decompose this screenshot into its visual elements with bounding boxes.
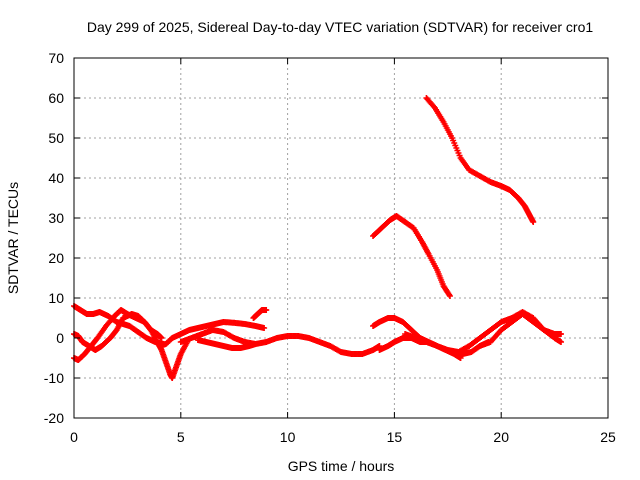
x-tick-label: 5 xyxy=(177,429,185,445)
data-point-marker xyxy=(446,293,453,299)
series-track-l xyxy=(370,213,453,299)
data-point-marker xyxy=(261,325,268,331)
chart-title: Day 299 of 2025, Sidereal Day-to-day VTE… xyxy=(87,19,593,35)
series-track-g xyxy=(250,307,270,321)
data-point-marker xyxy=(252,341,259,347)
plot-frame xyxy=(73,57,609,419)
x-tick-label: 15 xyxy=(387,429,403,445)
series-track-f xyxy=(194,337,259,351)
series-track-c xyxy=(71,307,191,381)
y-tick-label: 20 xyxy=(48,250,64,266)
y-tick-label: 70 xyxy=(48,50,64,66)
y-tick-label: -10 xyxy=(44,370,64,386)
y-tick-label: 10 xyxy=(48,290,64,306)
axis-ticks: 0 5 10 15 20 25 -20 -10 0 10 20 30 40 50 60 70 xyxy=(44,50,616,445)
y-tick-label: 40 xyxy=(48,170,64,186)
x-tick-label: 20 xyxy=(493,429,509,445)
data-points xyxy=(71,95,565,381)
y-tick-label: -20 xyxy=(44,410,64,426)
data-point-marker xyxy=(530,219,537,225)
x-tick-label: 0 xyxy=(70,429,78,445)
grid-lines xyxy=(74,58,608,418)
y-tick-label: 60 xyxy=(48,90,64,106)
data-point-marker xyxy=(158,335,165,341)
y-tick-label: 50 xyxy=(48,130,64,146)
data-point-marker xyxy=(263,307,270,313)
series-track-m xyxy=(423,95,537,225)
x-tick-label: 10 xyxy=(280,429,296,445)
series-track-k xyxy=(476,311,565,349)
y-tick-label: 0 xyxy=(56,330,64,346)
y-tick-label: 30 xyxy=(48,210,64,226)
y-axis-label: SDTVAR / TECUs xyxy=(5,182,21,294)
x-tick-label: 25 xyxy=(600,429,616,445)
data-point-marker xyxy=(558,339,565,345)
series-track-j xyxy=(402,309,565,355)
x-axis-label: GPS time / hours xyxy=(288,458,395,474)
data-point-marker xyxy=(558,331,565,337)
series-track-e xyxy=(177,327,383,357)
series-track-d xyxy=(156,319,268,349)
